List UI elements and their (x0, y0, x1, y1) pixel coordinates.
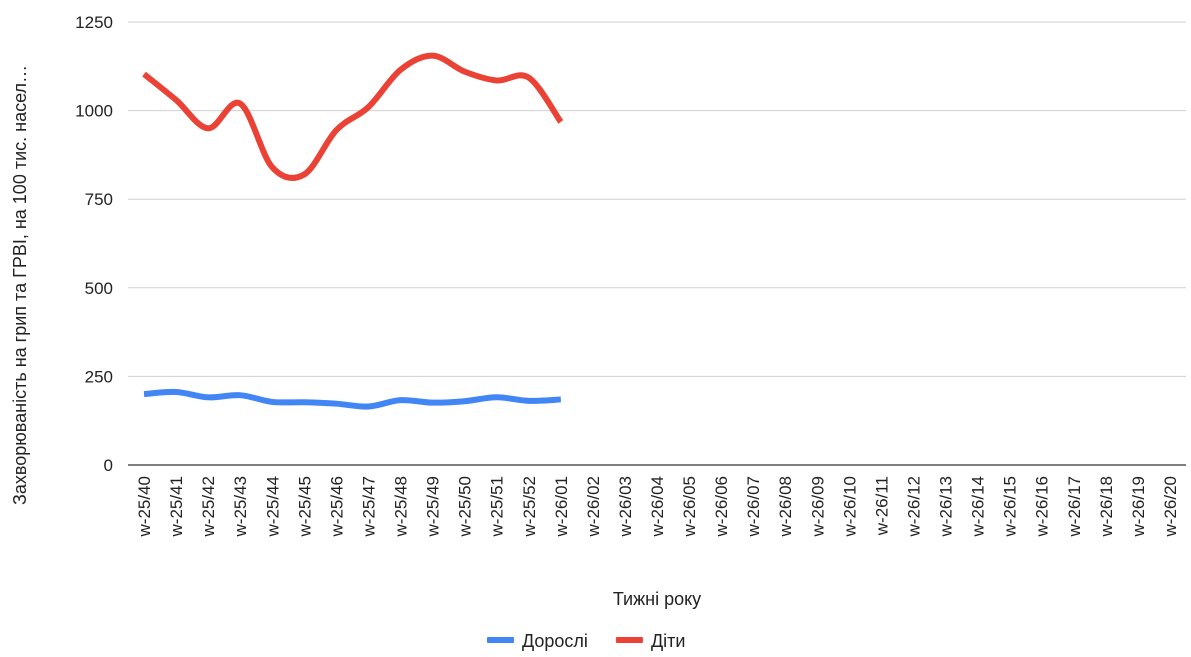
x-tick-label: w-26/02 (584, 476, 603, 537)
x-tick-label: w-26/18 (1097, 476, 1116, 537)
x-tick-label: w-26/08 (776, 476, 795, 537)
x-tick-label: w-26/20 (1161, 476, 1180, 537)
x-tick-label: w-26/01 (552, 476, 571, 537)
legend: Дорослі Діти (487, 631, 685, 651)
legend-label: Діти (651, 631, 686, 651)
x-tick-label: w-25/40 (135, 476, 154, 537)
x-tick-label: w-25/45 (295, 476, 314, 537)
x-tick-label: w-26/06 (712, 476, 731, 537)
x-tick-label: w-26/09 (808, 476, 827, 537)
x-axis-title: Тижні року (613, 589, 701, 609)
x-tick-label: w-26/17 (1065, 476, 1084, 537)
x-tick-label: w-26/15 (1001, 476, 1020, 537)
x-tick-label: w-25/48 (392, 476, 411, 537)
x-tick-label: w-25/49 (424, 476, 443, 537)
x-tick-label: w-26/10 (840, 476, 859, 537)
x-tick-label: w-26/19 (1129, 476, 1148, 537)
x-axis-ticks: w-25/40 w-25/41 w-25/42 w-25/43 w-25/44 w-25/… (135, 476, 1180, 537)
x-tick-label: w-25/51 (488, 476, 507, 537)
x-tick-label: w-26/04 (648, 476, 667, 537)
x-tick-label: w-26/16 (1033, 476, 1052, 537)
y-tick-label: 1250 (75, 13, 113, 32)
x-tick-label: w-26/07 (744, 476, 763, 537)
series-line-1 (142, 52, 564, 181)
series-lines (142, 52, 564, 410)
x-tick-label: w-26/11 (872, 476, 891, 536)
y-tick-label: 1000 (75, 102, 113, 121)
legend-swatch (487, 637, 514, 643)
x-tick-label: w-25/44 (263, 476, 282, 537)
y-tick-label: 500 (85, 279, 113, 298)
legend-label: Дорослі (522, 631, 588, 651)
x-tick-label: w-25/47 (359, 476, 378, 537)
x-tick-label: w-25/52 (520, 476, 539, 537)
grid-lines (128, 21, 1186, 377)
y-axis-ticks: 0 250 500 750 1000 1250 (75, 13, 113, 475)
x-tick-label: w-25/50 (456, 476, 475, 537)
y-tick-label: 250 (85, 367, 113, 386)
y-axis-title: Захворюваність на грип та ГРВІ, на 100 т… (10, 65, 30, 505)
x-tick-label: w-26/14 (969, 476, 988, 537)
x-tick-label: w-25/43 (231, 476, 250, 537)
legend-swatch (615, 637, 643, 643)
y-tick-label: 750 (85, 190, 113, 209)
y-tick-label: 0 (104, 456, 113, 475)
x-tick-label: w-26/05 (680, 476, 699, 537)
x-tick-label: w-25/46 (327, 476, 346, 537)
x-tick-label: w-26/12 (904, 476, 923, 537)
x-tick-label: w-25/42 (199, 476, 218, 537)
series-line-0 (143, 388, 561, 410)
x-tick-label: w-25/41 (167, 476, 186, 537)
x-tick-label: w-26/13 (937, 476, 956, 537)
x-tick-label: w-26/03 (616, 476, 635, 537)
